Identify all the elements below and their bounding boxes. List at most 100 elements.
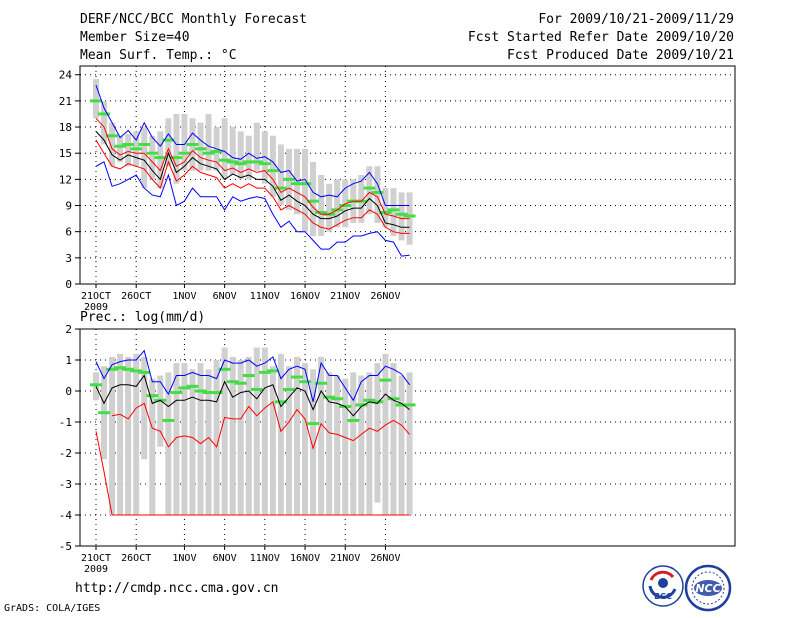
spread-box [358,375,365,515]
spread-box [117,135,124,162]
spread-box [261,347,268,515]
spread-box [109,356,116,515]
median-mark [363,186,376,190]
spread-box [334,375,341,515]
median-mark [178,386,191,390]
median-mark [170,156,183,160]
spread-box [149,135,156,180]
median-mark [138,142,151,146]
spread-box [165,118,172,167]
y-tick-label: 15 [59,147,72,160]
median-mark [122,142,135,146]
member-size: Member Size=40 [80,30,190,45]
panel-precipitation: -5 -4 -3 -2 -1 0 1 2 21OCT 26OCT 1NOV 6NOV 11NOV 16NO… [59,323,736,575]
median-mark [90,99,102,103]
forecast-produced-date: Fcst Produced Date 2009/10/21 [507,48,734,63]
spread-box [390,188,397,237]
spread-box [326,372,333,515]
series-line-mean-spread [95,431,410,516]
series-line-mean-spread-upper- [112,401,410,451]
spread-box [269,135,276,197]
median-mark [90,383,102,387]
plot-frame [79,65,736,285]
median-mark [403,403,416,407]
spread-box [277,353,284,515]
median-mark [299,380,312,384]
spread-box [390,363,397,515]
x-tick-label: 26OCT [121,553,151,564]
spread-box [205,369,212,515]
median-mark [258,162,271,166]
spread-box [189,369,196,515]
median-mark [130,147,143,151]
x-tick-label: 21OCT [81,553,111,564]
footer-url[interactable]: http://cmdp.ncc.cma.gov.cn [75,581,279,596]
median-mark [315,381,328,385]
y-tick-label: 0 [65,278,72,291]
series-line-ensemble-min [95,161,410,257]
median-mark [234,381,247,385]
median-mark [282,177,295,181]
median-mark [250,387,263,391]
median-mark [291,182,303,186]
median-mark [130,369,143,373]
spread-box [310,369,317,515]
spread-box [277,144,284,206]
panel-temperature: 0 3 6 9 12 15 18 21 24 21OCT 26OCT 1NOV 6NOV 11NOV 16N… [59,65,736,313]
median-mark [122,367,135,371]
y-tick-label: 0 [65,385,72,398]
spread-box [181,113,188,171]
spread-box [165,372,172,515]
x-tick-label: 16NOV [290,553,320,564]
median-mark [266,369,279,373]
x-tick-label: 6NOV [213,553,237,564]
spread-box [358,175,365,223]
median-mark [379,210,392,214]
spread-box [173,113,180,184]
median-mark [250,160,263,164]
x-tick-label: 6NOV [213,291,237,302]
median-mark [395,403,408,407]
forecast-period: For 2009/10/21-2009/11/29 [538,12,734,27]
spread-box [334,179,341,228]
median-mark [178,151,191,155]
spread-box [93,372,99,401]
series-line-ensemble-mean [95,374,410,417]
x-tick-label: 11NOV [250,553,280,564]
spread-box [133,353,140,515]
spread-box [285,366,292,515]
spread-box [197,122,204,171]
median-mark [299,182,312,186]
spread-box [253,347,260,515]
median-mark [202,391,215,395]
forecast-start-date: Fcst Started Refer Date 2009/10/20 [467,30,734,45]
spread-box [149,378,156,515]
precip-label: Prec.: log(mm/d) [80,310,206,325]
x-tick-label: 26NOV [370,553,400,564]
x-tick-label: 26NOV [370,291,400,302]
spread-box [302,363,309,515]
spread-box [157,375,164,447]
y-tick-label: 18 [59,121,72,134]
spread-box [141,127,148,189]
x-tick-label: 26OCT [121,291,151,302]
series-line-ensemble-max [95,349,411,403]
median-mark [387,208,400,212]
y-tick-label: -4 [59,509,73,522]
spread-box [229,356,236,515]
median-mark [355,403,368,407]
spread-box [109,122,116,167]
spread-box [237,360,244,515]
spread-box [382,188,389,228]
spread-box [245,135,252,180]
median-mark [186,384,199,388]
x-year-label: 2009 [84,564,108,575]
spread-box [173,363,180,515]
spread-box [326,183,333,232]
spread-box [318,356,325,515]
median-mark [363,398,376,402]
median-mark [371,190,384,194]
spread-box [221,118,228,180]
spread-box [181,363,188,515]
y-tick-label: 2 [65,323,72,336]
